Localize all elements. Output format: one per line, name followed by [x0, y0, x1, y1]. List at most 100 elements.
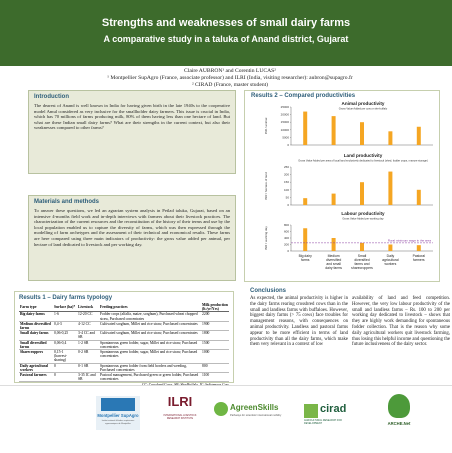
- table-cell: Spontaneous green fodder from field bord…: [99, 363, 201, 374]
- tick-label: 10000: [281, 128, 290, 132]
- chart-subtitle: Gross Value Added per working day: [342, 217, 384, 221]
- bar: [388, 131, 393, 145]
- category-label: Daily: [387, 254, 395, 258]
- y-axis-label: INR / working day: [264, 226, 268, 250]
- tick-label: 200: [284, 243, 289, 247]
- category-label: workers: [384, 262, 396, 266]
- table-row: Sharecroppers 0,15-1 (harvest-sharing) 0-2…: [19, 349, 229, 364]
- category-label: diversified: [354, 258, 369, 262]
- tick-label: 5000: [282, 135, 289, 139]
- table-cell: Small diversified farms: [19, 340, 53, 351]
- methods-text: To answer these questions, we led an agr…: [34, 208, 230, 247]
- table-cell: 4-12 CC: [77, 321, 99, 332]
- chart-title: Land productivity: [344, 153, 383, 158]
- category-label: sharecroppers: [351, 266, 373, 270]
- bar: [388, 244, 393, 251]
- category-label: Pastoral: [413, 254, 426, 258]
- bar: [416, 126, 421, 145]
- tick-label: 50: [286, 195, 290, 199]
- table-cell: Big dairy farms: [19, 311, 53, 322]
- table-cell: 1100: [201, 372, 229, 383]
- chart-subtitle: Gross Value Added per cow or she-buffalo: [339, 107, 388, 111]
- table-cell: Small dairy farms: [19, 330, 53, 341]
- y-axis-label: INR / hectare of land: [264, 172, 268, 200]
- table-cell: 1-2 SB: [77, 340, 99, 351]
- methods-box: Materials and methods To answer these qu…: [28, 195, 236, 281]
- minimum-wage-label: Rural minimum wage in the area: [388, 238, 432, 242]
- conclusions-col-1: As expected, the animal productivity is …: [250, 296, 348, 348]
- table-cell: Spontaneous green fodder, sugar, Millet …: [99, 349, 201, 364]
- table-row: Small dairy farms 0,06-0,25 3-4 CC and SB C…: [19, 330, 229, 341]
- table-cell: 1900: [201, 321, 229, 332]
- intro-title: Introduction: [34, 94, 69, 100]
- table-cell: 1000: [201, 349, 229, 364]
- tick-label: 0: [287, 203, 289, 207]
- agreenskills-logo: AgreenSkills Pathways for scientists' in…: [212, 400, 284, 430]
- table-cell: 12-20 CC: [77, 311, 99, 322]
- title-banner: Strengths and weaknesses of small dairy …: [0, 0, 452, 66]
- table-cell: 0,4-3: [53, 321, 77, 332]
- bar: [303, 198, 308, 205]
- bar: [416, 189, 421, 205]
- table-row: Small diversified farms 0,06-0,4 1-2 SB Spo…: [19, 340, 229, 351]
- tick-label: 15000: [281, 120, 290, 124]
- bar: [303, 228, 308, 251]
- poster-subtitle: A comparative study in a taluka of Anand…: [103, 34, 349, 44]
- col-surface: Surface (ha)*: [53, 303, 77, 313]
- methods-title: Materials and methods: [34, 199, 100, 205]
- table-cell: 3-4 CC and SB: [77, 330, 99, 341]
- table-cell: 1500: [201, 340, 229, 351]
- table-cell: 1800: [201, 330, 229, 341]
- col-livestock: Livestock: [77, 303, 99, 313]
- results1-title: Results 1 – Dairy farms typology: [19, 295, 113, 301]
- ilri-logo: ILRI INTERNATIONAL LIVESTOCK RESEARCH IN…: [158, 392, 202, 432]
- cirad-logo-subtext: AGRICULTURAL RESEARCH FOR DEVELOPMENT: [304, 419, 342, 425]
- category-label: Small: [358, 254, 367, 258]
- chart-title: Animal productivity: [342, 101, 385, 106]
- col-milk: Milk production (lt./yr/Yrs): [201, 303, 229, 313]
- table-cell: 0-2 SB: [77, 349, 99, 364]
- table-cell: Spontaneous green fodder, sugar, Millet …: [99, 340, 201, 351]
- tick-label: 150: [284, 180, 289, 184]
- category-label: farms and: [354, 262, 369, 266]
- author-names: Claire AUBRON¹ and Corentin LUCAS²: [184, 68, 276, 74]
- table-row: Big dairy farms 1-6 12-20 CC Fodder crops (…: [19, 311, 229, 322]
- table-cell: 2200: [201, 311, 229, 322]
- table-cell: Pastoral management, Purchased green or …: [99, 372, 201, 383]
- table-cell: Daily agricultural workers: [19, 363, 53, 374]
- tick-label: 800: [284, 223, 289, 227]
- bar: [388, 171, 393, 205]
- table-row: Medium diversified farms 0,4-3 4-12 CC Cult…: [19, 321, 229, 332]
- archenet-logo-text: ARCHE.Net: [387, 421, 411, 426]
- bar: [360, 182, 364, 205]
- conclusions-col-2: availability of land and feed competitio…: [352, 296, 450, 348]
- agreenskills-logo-text: AgreenSkills: [230, 403, 279, 412]
- bar: [331, 193, 336, 205]
- table-cell: 0: [53, 363, 77, 374]
- bar: [360, 242, 364, 251]
- bar: [331, 238, 336, 251]
- table-cell: 800: [201, 363, 229, 374]
- category-label: Medium: [328, 254, 340, 258]
- col-feeding: Feeding practices: [99, 303, 201, 313]
- tick-label: 200: [284, 173, 289, 177]
- category-label: and small: [326, 262, 341, 266]
- tick-label: 0: [287, 143, 289, 147]
- affiliation-2: ² CIRAD (France, master student): [191, 82, 269, 88]
- table-cell: 1-6: [53, 311, 77, 322]
- bar: [303, 111, 308, 145]
- archenet-logo: ARCHE.Net: [382, 392, 416, 432]
- table-cell: Cultivated sorghum, Millet and rice stra…: [99, 321, 201, 332]
- tick-label: 25000: [281, 105, 290, 109]
- table-cell: Pastoral farmers: [19, 372, 53, 383]
- supagro-logo: Montpellier SupAgro Institut national d'…: [96, 396, 140, 430]
- table-header-row: Farm type Surface (ha)* Livestock Feedin…: [19, 303, 229, 313]
- agreenskills-logo-subtext: Pathways for scientists' international m…: [230, 414, 282, 417]
- tick-label: 0: [287, 249, 289, 253]
- bar: [360, 122, 364, 145]
- category-label: agricultural: [382, 258, 399, 262]
- table-cell: Sharecroppers: [19, 349, 53, 364]
- intro-box: Introduction The dearest of Anand is wel…: [28, 90, 236, 174]
- ilri-logo-subtext: INTERNATIONAL LIVESTOCK RESEARCH INSTITU…: [163, 414, 197, 420]
